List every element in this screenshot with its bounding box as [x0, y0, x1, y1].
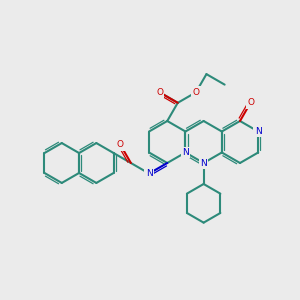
Text: O: O	[117, 140, 124, 149]
Text: O: O	[192, 88, 200, 97]
Text: O: O	[247, 98, 254, 107]
Text: N: N	[200, 158, 207, 167]
Text: N: N	[255, 127, 262, 136]
Text: N: N	[146, 169, 152, 178]
Text: N: N	[182, 148, 189, 157]
Text: O: O	[156, 88, 163, 97]
